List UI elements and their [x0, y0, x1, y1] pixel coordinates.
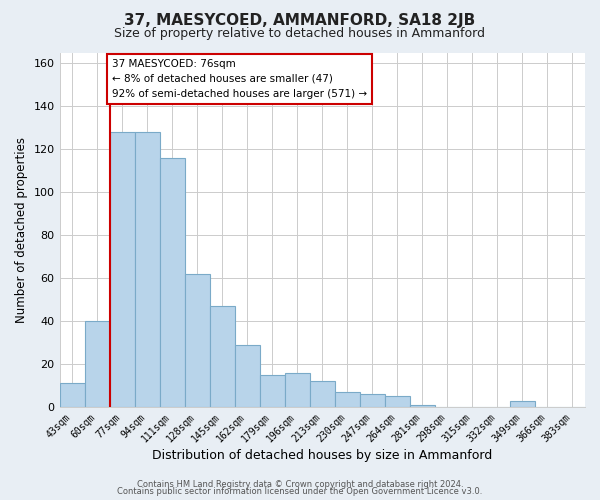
Bar — [85, 321, 110, 407]
Bar — [260, 375, 285, 407]
Bar — [134, 132, 160, 407]
Bar — [110, 132, 134, 407]
Bar — [185, 274, 209, 407]
Bar — [335, 392, 360, 407]
Text: Size of property relative to detached houses in Ammanford: Size of property relative to detached ho… — [115, 28, 485, 40]
Text: 37, MAESYCOED, AMMANFORD, SA18 2JB: 37, MAESYCOED, AMMANFORD, SA18 2JB — [124, 12, 476, 28]
Y-axis label: Number of detached properties: Number of detached properties — [15, 137, 28, 323]
Bar — [310, 382, 335, 407]
Text: 37 MAESYCOED: 76sqm
← 8% of detached houses are smaller (47)
92% of semi-detache: 37 MAESYCOED: 76sqm ← 8% of detached hou… — [112, 59, 367, 98]
Bar — [385, 396, 410, 407]
Bar — [235, 345, 260, 407]
Text: Contains public sector information licensed under the Open Government Licence v3: Contains public sector information licen… — [118, 487, 482, 496]
Bar — [360, 394, 385, 407]
Text: Contains HM Land Registry data © Crown copyright and database right 2024.: Contains HM Land Registry data © Crown c… — [137, 480, 463, 489]
Bar — [410, 405, 435, 407]
X-axis label: Distribution of detached houses by size in Ammanford: Distribution of detached houses by size … — [152, 450, 493, 462]
Bar — [209, 306, 235, 407]
Bar — [285, 372, 310, 407]
Bar — [510, 400, 535, 407]
Bar — [160, 158, 185, 407]
Bar — [59, 384, 85, 407]
